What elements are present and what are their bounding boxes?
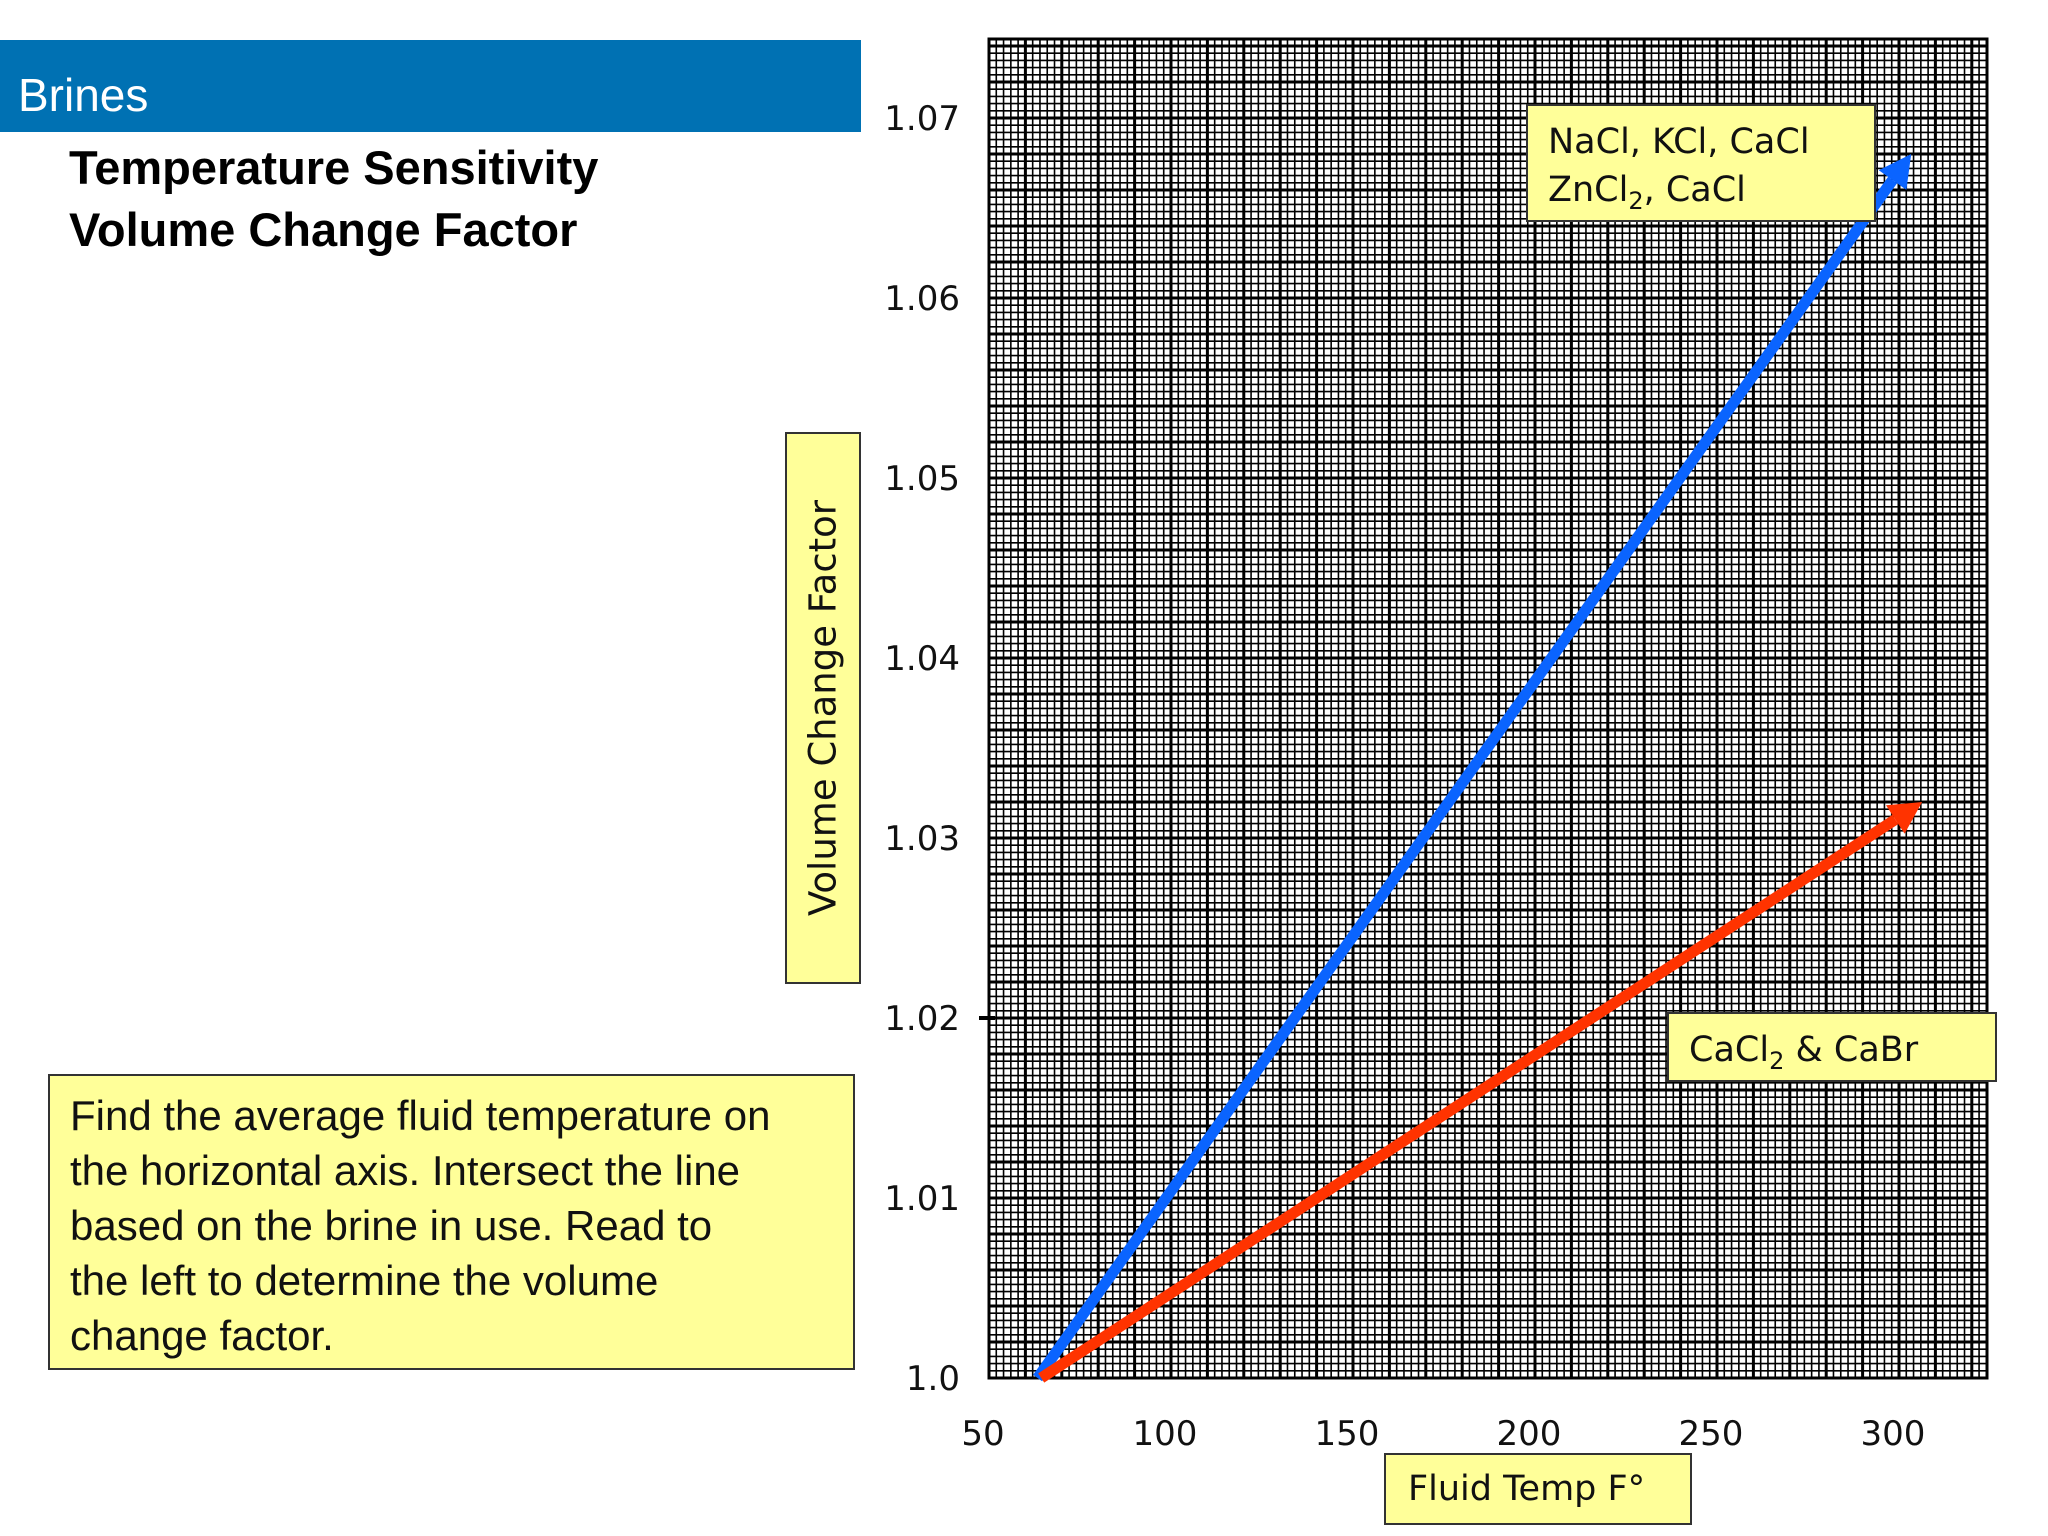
y-tick-label: 1.06 [884,279,960,319]
series [1033,154,1923,1383]
instruction-note: Find the average fluid temperature on th… [48,1074,855,1370]
note-line-2: the horizontal axis. Intersect the line [70,1147,741,1194]
series-line-1 [1038,814,1899,1383]
y-axis-label-box: Volume Change Factor [785,432,861,984]
y-tick-label: 1.0 [906,1359,960,1399]
tick-labels: 50 100 150 200 250 300 1.0 1.01 1.02 1.03 1.04 1.05… [884,99,1925,1454]
series-line-0 [1033,176,1898,1382]
slide-title-line-1: Temperature Sensitivity [69,141,599,194]
legend-blue-line-2: ZnCl2, CaCl [1548,170,1746,215]
y-tick-label: 1.01 [884,1179,960,1219]
grid [987,37,1988,1380]
series-arrowhead-1 [1886,802,1923,834]
x-tick-label: 50 [961,1414,1004,1454]
slide-title-line-2: Volume Change Factor [69,203,578,256]
y-axis-label: Volume Change Factor [801,499,845,917]
y-tick-label: 1.07 [884,99,960,139]
x-tick-label: 200 [1497,1414,1562,1454]
x-axis-label: Fluid Temp F° [1384,1453,1692,1525]
series-arrowhead-0 [1878,154,1912,190]
note-line-1: Find the average fluid temperature on [70,1092,771,1139]
legend-red-line-1: CaCl2 & CaBr [1689,1030,1919,1075]
legend-entry-blue: NaCl, KCl, CaCl ZnCl2, CaCl [1526,104,1876,222]
x-tick-label: 300 [1861,1414,1926,1454]
note-line-3: based on the brine in use. Read to [70,1202,713,1249]
y-tick-label: 1.05 [884,459,960,499]
x-tick-label: 150 [1315,1414,1380,1454]
y-tick-label: 1.04 [884,639,960,679]
x-tick-label: 100 [1133,1414,1198,1454]
section-banner: Brines [0,40,861,132]
legend-blue-line-1: NaCl, KCl, CaCl [1548,122,1810,162]
note-line-4: the left to determine the volume [70,1257,659,1304]
y-tick-label: 1.03 [884,819,960,859]
note-line-5: change factor. [70,1312,334,1359]
section-title: Brines [18,69,149,121]
y-tick-label: 1.02 [884,999,960,1039]
legend-entry-red: CaCl2 & CaBr [1667,1012,1997,1082]
x-tick-label: 250 [1679,1414,1744,1454]
